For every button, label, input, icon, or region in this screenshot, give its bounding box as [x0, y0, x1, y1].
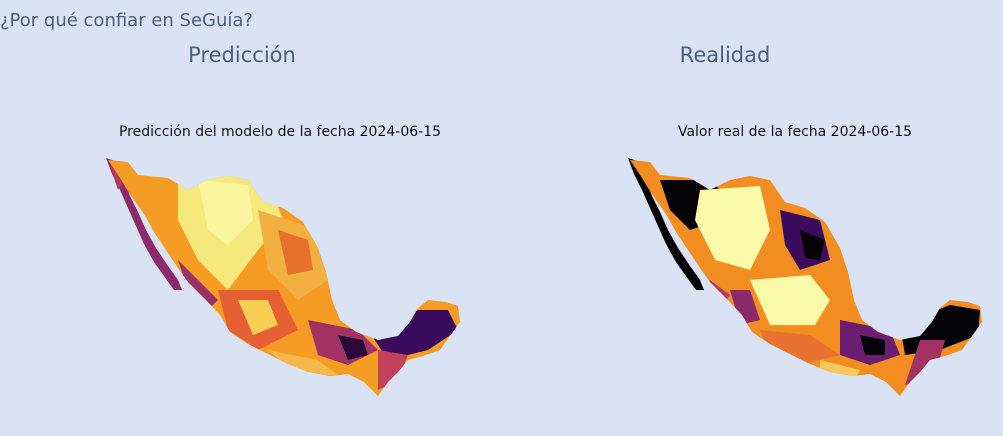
prediction-heading: Predicción [188, 43, 296, 67]
prediction-map-title: Predicción del modelo de la fecha 2024-0… [118, 124, 442, 140]
baja-peninsula [106, 158, 182, 290]
reality-map [600, 150, 1000, 410]
baja-peninsula [628, 158, 704, 290]
reality-map-svg [628, 158, 982, 396]
prediction-map-svg [106, 158, 460, 396]
prediction-map [78, 150, 478, 410]
reality-heading: Realidad [679, 43, 771, 67]
reality-map-title: Valor real de la fecha 2024-06-15 [677, 124, 913, 140]
section-title: ¿Por qué confiar en SeGuía? [0, 10, 253, 31]
